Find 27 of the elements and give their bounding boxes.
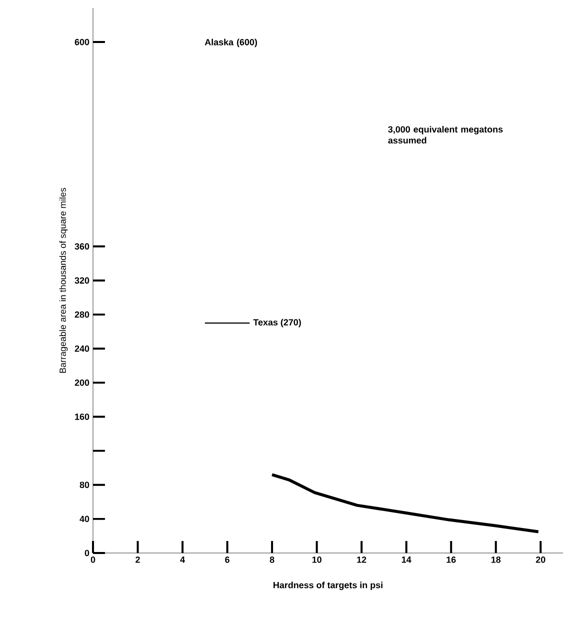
x-tick-label: 4 (180, 556, 185, 563)
annotation: 3,000 equivalent megatons assumed (388, 126, 503, 144)
y-tick-label: 320 (74, 277, 90, 284)
x-tick-label: 20 (536, 556, 546, 563)
ref-line-label: Texas (270) (253, 318, 301, 328)
y-tick-label: 360 (74, 243, 90, 250)
x-tick-label: 0 (90, 556, 96, 563)
y-tick-label: 240 (74, 345, 90, 352)
y-tick-label: 40 (80, 516, 90, 522)
x-tick-label: 2 (136, 556, 140, 563)
x-tick-label: 16 (446, 556, 456, 563)
annotation: Alaska (600) (204, 38, 257, 48)
y-axis-title: Barrageable area in thousands of square miles (59, 188, 68, 373)
x-tick-label: 14 (402, 556, 412, 563)
line-series (270, 473, 540, 534)
x-tick-label: 10 (312, 556, 322, 563)
y-tick-label: 80 (80, 482, 90, 488)
y-tick-label: 0 (84, 550, 90, 556)
x-tick-label: 18 (491, 556, 501, 563)
x-axis-title: Hardness of targets in psi (274, 582, 382, 590)
x-tick-label: 12 (357, 556, 366, 563)
x-tick-label: 8 (270, 556, 274, 563)
x-tick-label: 6 (225, 556, 230, 563)
y-tick-label: 600 (74, 38, 90, 46)
y-tick-label: 160 (75, 414, 90, 420)
y-tick-label: 200 (74, 380, 90, 386)
y-tick-label: 280 (74, 311, 90, 318)
